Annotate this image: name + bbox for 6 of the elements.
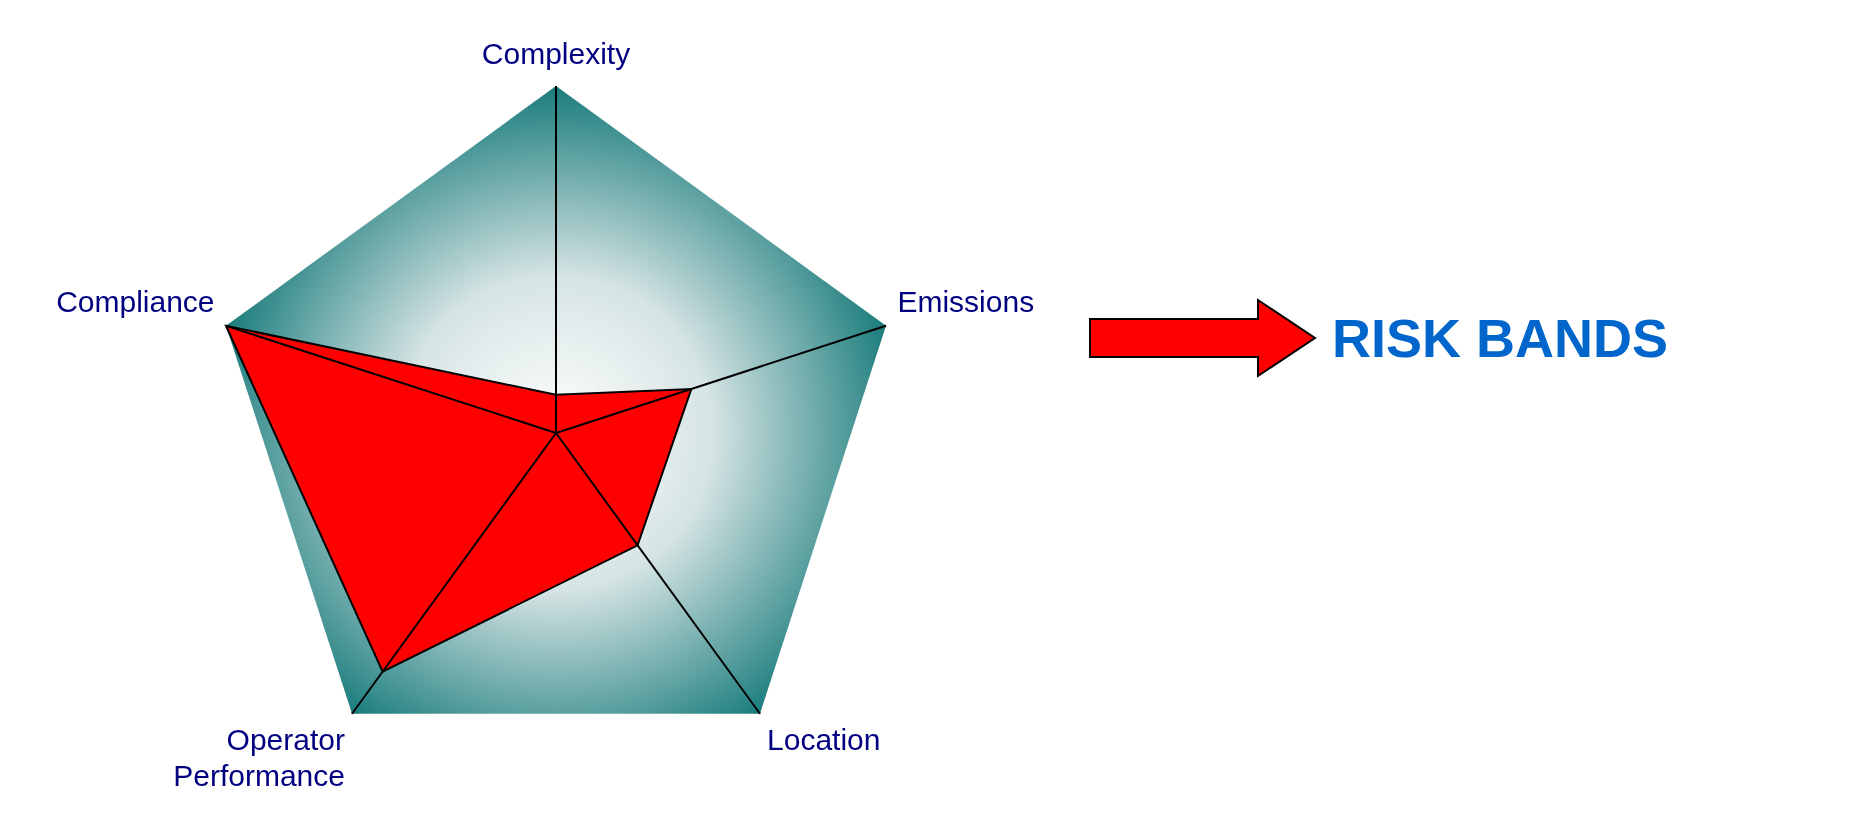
spoke-label: Operator Performance — [173, 722, 345, 792]
spoke-label: Emissions — [897, 285, 1035, 319]
spoke-label: Compliance — [56, 285, 215, 319]
spoke-label: Complexity — [481, 37, 631, 71]
spoke-label: Location — [767, 722, 881, 756]
text: RISK BANDS — [1332, 307, 1669, 369]
